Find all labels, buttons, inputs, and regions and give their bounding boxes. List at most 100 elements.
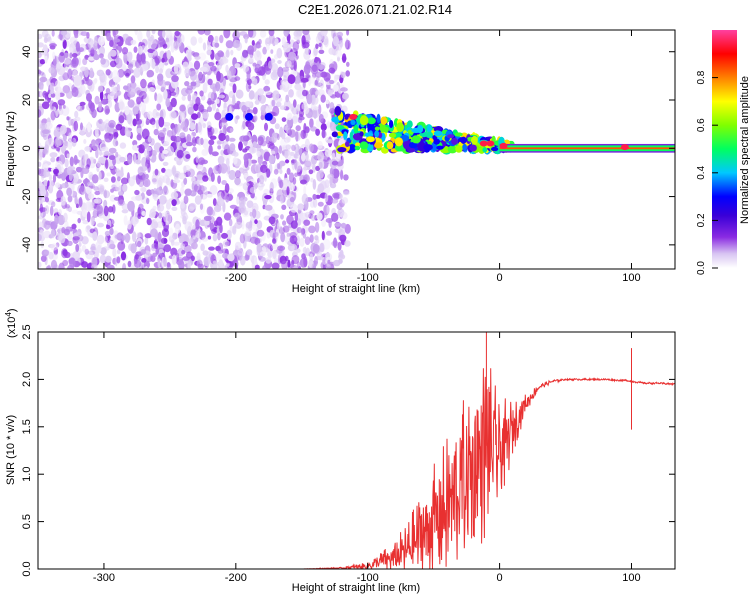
noise-blob xyxy=(146,30,151,38)
noise-blob xyxy=(256,220,263,230)
colorbar-label: Normalized spectral amplitude xyxy=(739,76,750,224)
signal-blob xyxy=(348,144,356,153)
noise-blob xyxy=(200,243,205,252)
hotspot xyxy=(499,142,508,149)
noise-blob xyxy=(92,210,99,218)
noise-blob xyxy=(116,249,121,255)
noise-blob xyxy=(211,209,215,216)
noise-blob xyxy=(327,89,333,97)
noise-blob xyxy=(38,42,44,48)
snr-scale-close: ) xyxy=(6,308,18,312)
noise-blob xyxy=(299,237,305,247)
noise-blob xyxy=(202,250,209,256)
noise-blob xyxy=(312,197,318,208)
y-tick-label: 1.5 xyxy=(21,419,33,434)
noise-blob xyxy=(271,99,276,107)
noise-blob xyxy=(80,31,88,37)
x-tick-label: -200 xyxy=(225,272,247,284)
noise-blob xyxy=(295,125,301,132)
noise-blob xyxy=(179,104,186,112)
noise-blob xyxy=(245,221,253,229)
noise-blob xyxy=(234,241,242,251)
noise-blob xyxy=(248,54,254,63)
noise-blob xyxy=(99,149,103,156)
noise-blob xyxy=(156,221,164,229)
noise-blob xyxy=(114,168,120,173)
noise-blob xyxy=(75,203,79,209)
noise-blob xyxy=(191,51,195,56)
noise-blob xyxy=(104,230,111,237)
noise-blob xyxy=(59,51,65,57)
noise-blob xyxy=(93,35,98,47)
signal-blob xyxy=(389,132,397,138)
noise-blob xyxy=(291,106,298,115)
noise-blob xyxy=(207,34,214,43)
noise-blob xyxy=(249,211,253,217)
spectrogram-marks xyxy=(38,30,675,269)
noise-blob xyxy=(197,263,204,269)
noise-blob xyxy=(315,43,319,50)
noise-blob xyxy=(79,84,86,95)
noise-blob xyxy=(146,69,155,78)
noise-blob xyxy=(63,251,71,259)
noise-blob xyxy=(219,223,223,234)
noise-blob xyxy=(196,179,200,187)
noise-blob xyxy=(304,236,311,245)
noise-blob xyxy=(120,251,127,261)
noise-blob xyxy=(331,198,339,204)
noise-blob xyxy=(97,184,105,192)
signal-blob xyxy=(389,120,394,128)
noise-blob xyxy=(162,149,169,154)
noise-blob xyxy=(191,113,199,120)
y-tick-label: 40 xyxy=(21,46,33,58)
noise-blob xyxy=(159,109,164,119)
noise-blob xyxy=(320,242,325,252)
snr-spikes xyxy=(485,332,632,446)
noise-blob xyxy=(268,154,275,165)
noise-blob xyxy=(154,168,159,176)
noise-blob xyxy=(202,111,210,119)
noise-blob xyxy=(333,84,339,92)
noise-blob xyxy=(103,177,109,182)
noise-blob xyxy=(219,88,224,95)
noise-blob xyxy=(155,247,159,255)
noise-blob xyxy=(73,75,82,86)
noise-blob xyxy=(261,246,267,254)
spectrogram-y-label: Frequency (Hz) xyxy=(5,111,17,187)
noise-blob xyxy=(207,78,213,86)
x-tick-label: 0 xyxy=(497,572,503,584)
noise-blob xyxy=(151,30,156,35)
noise-blob xyxy=(127,200,135,212)
x-tick-label: 100 xyxy=(622,272,640,284)
noise-blob xyxy=(253,256,257,266)
noise-blob xyxy=(217,145,222,150)
noise-blob xyxy=(86,181,94,187)
noise-blob xyxy=(88,193,95,200)
noise-blob xyxy=(331,160,339,166)
noise-blob xyxy=(254,163,262,173)
noise-blob xyxy=(264,195,272,200)
noise-blob xyxy=(287,259,291,268)
noise-blob xyxy=(105,88,111,94)
noise-blob xyxy=(176,252,180,262)
noise-blob xyxy=(86,79,93,86)
noise-blob xyxy=(147,111,153,120)
noise-blob xyxy=(50,110,56,121)
noise-blob xyxy=(57,214,66,226)
noise-blob xyxy=(48,174,53,182)
noise-blob xyxy=(66,116,70,121)
noise-blob xyxy=(217,155,225,165)
noise-blob xyxy=(332,259,341,267)
noise-blob xyxy=(45,197,49,203)
snr-panel: -300 -200 -100 0 100 0.0 0.5 1.0 1.5 2.0 2.5 Heig… xyxy=(4,308,676,594)
noise-blob xyxy=(84,201,93,212)
noise-blob xyxy=(51,30,55,37)
noise-blob xyxy=(248,30,254,38)
noise-blob xyxy=(49,180,54,189)
noise-blob xyxy=(346,61,350,67)
noise-blob xyxy=(297,203,305,211)
noise-blob xyxy=(334,222,342,227)
noise-blob xyxy=(254,264,260,269)
noise-blob xyxy=(206,100,215,105)
noise-blob xyxy=(189,70,197,82)
